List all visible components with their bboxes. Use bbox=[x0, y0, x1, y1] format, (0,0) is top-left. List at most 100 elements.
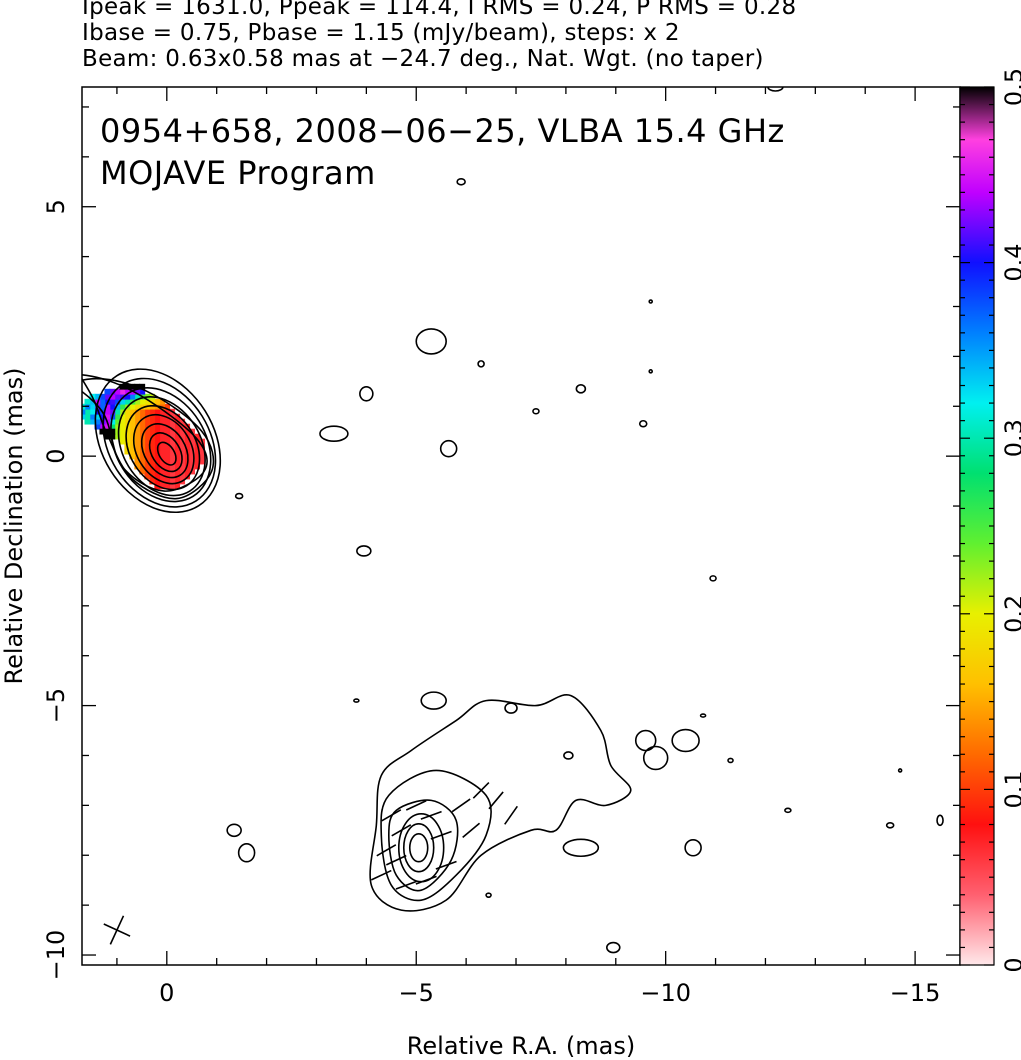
polarization-pixel bbox=[164, 438, 171, 445]
polarization-pixel bbox=[134, 433, 141, 440]
noise-contour bbox=[477, 360, 485, 368]
noise-contour bbox=[319, 425, 349, 442]
polarization-pixel bbox=[99, 413, 106, 420]
polarization-pixel bbox=[144, 408, 151, 415]
evpa-tick bbox=[405, 799, 427, 811]
polarization-pixel bbox=[129, 403, 136, 410]
polarization-pixel bbox=[169, 463, 176, 470]
polarization-pixel bbox=[139, 398, 146, 405]
polarization-pixel bbox=[45, 379, 51, 385]
polarization-pixel bbox=[169, 438, 176, 445]
polarization-pixel bbox=[174, 428, 181, 435]
polarization-pixel bbox=[149, 443, 156, 450]
polarization-pixel bbox=[179, 473, 186, 480]
polarization-pixel bbox=[134, 458, 141, 465]
evpa-tick bbox=[385, 854, 407, 866]
polarization-pixel bbox=[149, 468, 156, 475]
polarization-pixel bbox=[169, 433, 176, 440]
polarization-pixel bbox=[164, 463, 171, 470]
polarization-pixel bbox=[139, 408, 146, 415]
polarization-pixel bbox=[129, 443, 136, 450]
polarization-pixel bbox=[169, 458, 176, 465]
polarization-pixel bbox=[134, 438, 141, 445]
evpa-tick bbox=[435, 860, 457, 870]
noise-contour bbox=[648, 369, 654, 374]
evpa-tick bbox=[395, 880, 417, 890]
polarization-pixel bbox=[124, 413, 131, 420]
evpa-tick bbox=[420, 810, 442, 820]
polarization-pixel bbox=[109, 393, 116, 400]
polarization-pixel bbox=[124, 428, 131, 435]
polarization-pixel bbox=[199, 453, 206, 460]
beam-marker bbox=[103, 915, 131, 945]
noise-contour bbox=[504, 702, 518, 714]
polarization-pixel bbox=[154, 428, 161, 435]
polarization-pixel bbox=[189, 438, 196, 445]
polarization-pixel bbox=[159, 408, 166, 415]
polarization-pixel bbox=[174, 483, 181, 490]
core-contour bbox=[132, 413, 195, 485]
polarization-pixel bbox=[144, 453, 151, 460]
polarization-pixel bbox=[179, 448, 186, 455]
polarization-pixel bbox=[184, 438, 191, 445]
polarization-pixel bbox=[94, 423, 101, 430]
y-tick-label: −5 bbox=[42, 688, 70, 723]
polarization-pixel bbox=[149, 428, 156, 435]
polarization-pixel bbox=[84, 398, 91, 405]
colorbar-tick-label: 0 bbox=[1000, 957, 1021, 972]
polarization-pixel bbox=[164, 418, 171, 425]
y-tick-label: −10 bbox=[42, 930, 70, 981]
polarization-pixel bbox=[144, 443, 151, 450]
polarization-pixel bbox=[89, 418, 96, 425]
polarization-pixel bbox=[164, 458, 171, 465]
polarization-pixel bbox=[134, 393, 141, 400]
evpa-tick bbox=[376, 844, 397, 857]
noise-contour bbox=[885, 822, 895, 829]
polarization-pixel bbox=[149, 423, 156, 430]
polarization-pixel bbox=[159, 428, 166, 435]
polarization-pixel bbox=[129, 453, 136, 460]
polarization-pixel bbox=[129, 393, 136, 400]
polarization-pixel bbox=[124, 408, 131, 415]
polarization-pixel bbox=[174, 438, 181, 445]
polarization-pixel bbox=[134, 388, 141, 395]
polarization-pixel bbox=[164, 443, 171, 450]
noise-contour bbox=[638, 419, 648, 428]
noise-contour bbox=[234, 492, 244, 500]
polarization-pixel bbox=[119, 388, 126, 395]
polarization-pixel bbox=[179, 418, 186, 425]
polarization-pixel bbox=[144, 433, 151, 440]
evpa-tick bbox=[451, 798, 471, 813]
polarization-pixel bbox=[179, 423, 186, 430]
polarization-pixel bbox=[174, 413, 181, 420]
program-annotation: MOJAVE Program bbox=[100, 154, 376, 192]
polarization-pixel bbox=[189, 433, 196, 440]
polarization-pixel bbox=[129, 428, 136, 435]
polarization-pixel bbox=[109, 408, 116, 415]
polarization-pixel bbox=[94, 393, 101, 400]
polarization-pixel bbox=[159, 453, 166, 460]
polarization-pixel bbox=[159, 423, 166, 430]
polarization-pixel bbox=[124, 388, 131, 395]
polarization-pixel bbox=[194, 433, 201, 440]
noise-contour bbox=[684, 838, 702, 857]
polarization-pixel bbox=[154, 413, 161, 420]
colorbar-tick-label: 0.5 bbox=[1000, 68, 1021, 106]
evpa-tick bbox=[391, 824, 412, 837]
polarization-pixel bbox=[114, 428, 121, 435]
polarization-pixel bbox=[109, 403, 116, 410]
noise-contour bbox=[563, 751, 574, 760]
polarization-pixel bbox=[184, 423, 191, 430]
polarization-pixel bbox=[114, 418, 121, 425]
map-header: Ipeak = 1631.0, Ppeak = 114.4, I RMS = 0… bbox=[82, 0, 1012, 72]
polarization-pixel bbox=[194, 453, 201, 460]
colorbar-tick-label: 0.3 bbox=[1000, 419, 1021, 457]
polarization-pixel bbox=[169, 453, 176, 460]
polarization-pixel bbox=[174, 478, 181, 485]
polarization-pixel bbox=[154, 398, 161, 405]
polarization-pixel bbox=[89, 408, 96, 415]
polarization-pixel bbox=[104, 413, 111, 420]
south-component-contour bbox=[408, 832, 429, 863]
core-contour bbox=[110, 387, 212, 503]
